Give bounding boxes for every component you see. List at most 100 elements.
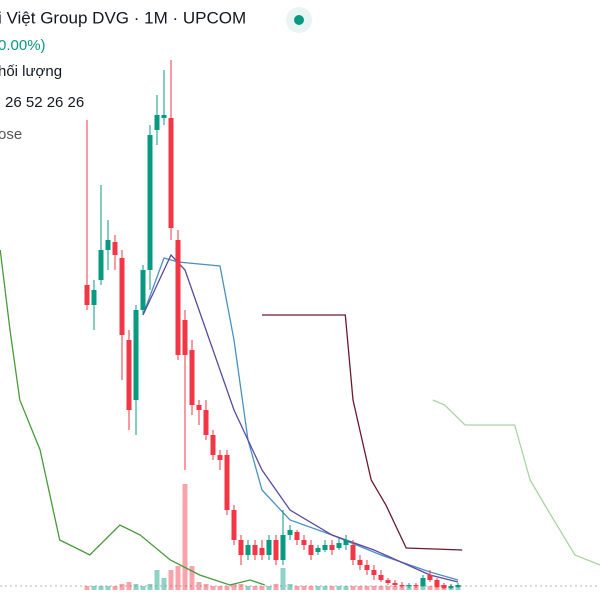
candle-body xyxy=(210,435,216,455)
volume-bar xyxy=(231,584,237,590)
volume-bar xyxy=(273,584,279,590)
candle-body xyxy=(448,586,454,588)
candle-body xyxy=(98,250,104,280)
candle-body xyxy=(385,580,391,583)
candle-body xyxy=(406,585,412,586)
indicator-line xyxy=(0,249,266,586)
candle-body xyxy=(112,242,118,255)
candle-body xyxy=(147,135,153,270)
candle-body xyxy=(441,585,447,588)
volume-bar xyxy=(336,586,342,590)
volume-bar xyxy=(294,586,300,590)
candle-body xyxy=(189,350,195,405)
volume-bar xyxy=(252,586,258,590)
candle-body xyxy=(343,540,349,545)
symbol-title: i Việt Group DVG · 1M · UPCOM xyxy=(0,8,246,27)
candle-body xyxy=(294,532,300,540)
candle-body xyxy=(168,118,174,228)
candle-body xyxy=(252,545,258,555)
volume-bar xyxy=(259,586,265,590)
candle-body xyxy=(301,540,307,545)
candle-body xyxy=(427,575,433,580)
candle-body xyxy=(350,545,356,560)
volume-bar xyxy=(161,578,167,590)
candle-body xyxy=(420,578,426,586)
volume-bar xyxy=(98,586,104,590)
candle-body xyxy=(357,560,363,565)
indicator-line xyxy=(142,257,459,581)
candle-body xyxy=(126,340,132,410)
candle-body xyxy=(133,310,139,400)
indicator-line xyxy=(432,399,600,566)
candle-body xyxy=(203,410,209,435)
volume-bar xyxy=(84,586,90,590)
indicator-line xyxy=(142,253,459,583)
volume-bar xyxy=(210,586,216,590)
candle-body xyxy=(378,575,384,580)
candle-body xyxy=(336,543,342,548)
candle-body xyxy=(434,580,440,587)
candle-body xyxy=(392,583,398,585)
volume-bar xyxy=(182,484,188,590)
volume-bar xyxy=(189,566,195,590)
candle-body xyxy=(161,115,167,118)
volume-bar xyxy=(266,586,272,590)
volume-bar xyxy=(126,582,132,590)
price-change: 0.00%) xyxy=(0,37,46,54)
candle-body xyxy=(119,258,125,335)
candle-body xyxy=(91,290,97,305)
candle-body xyxy=(413,585,419,586)
candle-body xyxy=(154,115,160,130)
candle-body xyxy=(455,585,461,587)
candle-body xyxy=(364,565,370,570)
volume-bar xyxy=(287,584,293,590)
candle-body xyxy=(259,548,265,555)
candle-body xyxy=(329,545,335,550)
volume-bar xyxy=(427,586,433,590)
candle-body xyxy=(399,585,405,586)
candle-body xyxy=(224,455,230,510)
candle-body xyxy=(322,545,328,550)
volume-label: hối lượng xyxy=(0,63,62,80)
volume-bar xyxy=(91,586,97,590)
volume-bar xyxy=(105,586,111,590)
candle-body xyxy=(273,540,279,560)
volume-bar xyxy=(175,566,181,590)
volume-bar xyxy=(147,584,153,590)
volume-values: 26 52 26 26 xyxy=(5,94,84,111)
plot-area xyxy=(0,60,600,590)
candle-body xyxy=(308,545,314,555)
candle-body xyxy=(287,530,293,535)
volume-bar xyxy=(364,586,370,590)
volume-bar xyxy=(133,584,139,590)
volume-bar xyxy=(203,584,209,590)
volume-bar xyxy=(245,586,251,590)
candle-body xyxy=(231,510,237,540)
volume-bar xyxy=(238,584,244,590)
volume-bar xyxy=(350,586,356,590)
candle-body xyxy=(84,285,90,305)
candle-body xyxy=(175,240,181,355)
volume-bar xyxy=(196,582,202,590)
volume-bar xyxy=(112,586,118,590)
volume-bar xyxy=(322,586,328,590)
candle-body xyxy=(315,548,321,552)
volume-bar xyxy=(392,586,398,590)
volume-bar xyxy=(140,586,146,590)
volume-bar xyxy=(343,586,349,590)
candle-body xyxy=(217,455,223,460)
volume-bar xyxy=(329,586,335,590)
candle-body xyxy=(238,540,244,555)
volume-bar xyxy=(217,586,223,590)
indicator-line xyxy=(262,314,463,551)
candle-body xyxy=(182,320,188,355)
volume-bar xyxy=(154,570,160,590)
candle-body xyxy=(196,405,202,410)
volume-bar xyxy=(385,586,391,590)
volume-bar xyxy=(371,586,377,590)
candle-body xyxy=(371,570,377,575)
candle-body xyxy=(245,545,251,555)
volume-bar xyxy=(119,584,125,590)
